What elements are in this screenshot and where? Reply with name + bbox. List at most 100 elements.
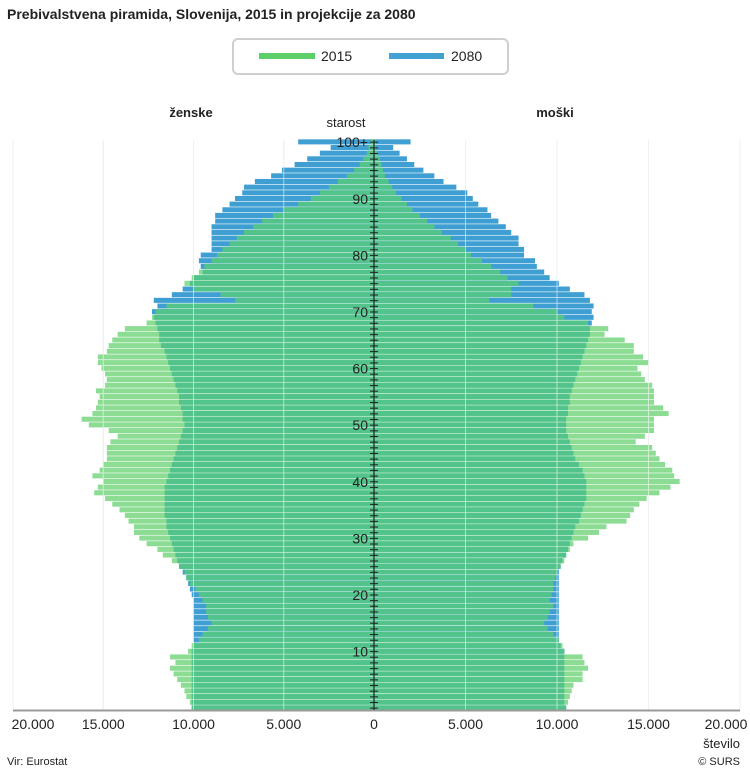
bar-zenske-age-28-overlap [173,546,374,552]
bar-zenske-age-32-overlap [166,524,374,530]
bar-moski-age-75-overlap [374,280,519,286]
bar-moski-age-28-overlap [374,546,568,552]
legend-swatch-2080 [389,53,444,59]
bar-moski-age-100-2080 [374,139,411,145]
bar-zenske-age-4-overlap [191,682,374,688]
bar-zenske-age-93-2080 [254,178,374,185]
y-tick-label: 70 [352,304,368,320]
legend-label-2080: 2080 [451,48,482,64]
bar-zenske-age-92-2080 [244,184,374,190]
bar-zenske-age-9-overlap [191,654,374,660]
bar-zenske-age-87-overlap [272,212,374,218]
y-tick-label: 60 [352,361,368,377]
bar-moski-age-32-overlap [374,524,576,530]
bar-moski-age-72-overlap [374,297,490,303]
y-tick-label: 100+ [336,134,368,150]
bar-zenske-age-82-overlap [229,241,374,247]
bar-zenske-age-68-overlap [155,320,374,326]
bar-moski-age-23-overlap [374,575,556,581]
bar-zenske-age-88-overlap [283,207,374,213]
bar-moski-age-98-2080 [374,150,400,156]
bar-zenske-age-7-overlap [191,665,374,671]
bar-moski-age-19-overlap [374,597,550,603]
bar-moski-age-85-2080 [374,224,506,230]
bar-zenske-age-21-overlap [195,586,374,592]
bar-moski-age-25-overlap [374,563,561,569]
x-tick-label: 5.000 [448,716,483,732]
bar-moski-age-5-overlap [374,677,565,683]
bar-zenske-age-95-2080 [281,167,374,173]
left-side-label: ženske [169,105,212,120]
bar-moski-age-89-overlap [374,201,407,207]
bar-zenske-age-99-2080 [330,145,374,151]
bar-moski-age-93-overlap [374,178,389,185]
bar-zenske-age-81-overlap [222,246,374,252]
bar-zenske-age-22-overlap [189,580,374,586]
y-tick-label: 50 [352,417,368,433]
bar-moski-age-95-2080 [374,167,424,173]
bar-zenske-age-12-overlap [198,637,374,643]
bar-moski-age-56-overlap [374,388,572,394]
bar-moski-age-6-overlap [374,671,565,677]
bar-moski-age-92-2080 [374,184,457,190]
bar-moski-age-84-overlap [374,229,442,235]
y-tick-label: 20 [352,587,368,603]
x-tick-label: 20.000 [12,716,55,732]
bar-zenske-age-96-2080 [294,161,374,168]
bar-moski-age-30-overlap [374,535,572,541]
bar-zenske-age-26-overlap [177,558,374,564]
bar-moski-age-42-overlap [374,467,583,473]
bar-zenske-age-44-overlap [173,456,374,462]
bar-moski-age-80-overlap [374,252,471,258]
bar-moski-age-12-overlap [374,637,559,643]
bar-moski-age-76-overlap [374,275,508,281]
bar-zenske-age-55-overlap [179,394,374,400]
bar-moski-age-67-overlap [374,326,590,332]
bar-zenske-age-80-overlap [216,252,374,258]
bar-zenske-age-57-overlap [175,382,374,388]
chart-title: Prebivalstvena piramida, Slovenija, 2015… [7,6,416,22]
bar-zenske-age-92-overlap [328,184,374,190]
x-tick-label: 15.000 [627,716,670,732]
bar-moski-age-81-overlap [374,246,466,252]
legend-item-2015[interactable]: 2015 [259,48,352,64]
bar-moski-age-65-overlap [374,337,589,343]
bar-moski-age-74-overlap [374,286,512,292]
bar-zenske-age-53-overlap [180,405,374,411]
bar-moski-age-57-overlap [374,382,574,388]
x-tick-label: 5.000 [266,716,301,732]
bar-moski-age-45-overlap [374,450,574,456]
bar-zenske-age-1-overlap [191,699,374,705]
bar-moski-age-96-2080 [374,161,415,168]
bar-zenske-age-64-overlap [161,343,374,349]
bar-zenske-age-5-overlap [191,677,374,683]
bar-zenske-age-77-overlap [202,269,374,275]
legend-item-2080[interactable]: 2080 [389,48,482,64]
bar-zenske-age-83-overlap [236,235,374,241]
bar-moski-age-43-overlap [374,461,579,468]
bar-moski-age-92-overlap [374,184,393,190]
y-tick-label: 30 [352,530,368,546]
bar-zenske-age-91-overlap [319,190,374,196]
bar-zenske-age-93-overlap [337,178,374,185]
bar-zenske-age-10-overlap [191,648,374,654]
right-side-label: moški [536,105,574,120]
bar-zenske-age-60-overlap [170,365,374,371]
bar-zenske-age-31-overlap [168,529,374,535]
x-tick-label: 20.000 [705,716,748,732]
bar-moski-age-35-overlap [374,507,583,513]
bar-zenske-age-20-overlap [198,592,374,598]
bar-moski-age-38-overlap [374,490,587,496]
bar-moski-age-15-overlap [374,620,545,626]
bar-moski-age-63-overlap [374,348,585,354]
bar-moski-age-50-overlap [374,422,567,428]
y-axis-title: starost [326,115,365,130]
bar-moski-age-73-overlap [374,292,512,298]
bar-zenske-age-46-overlap [177,444,374,451]
x-axis-title: število [703,736,740,751]
bar-moski-age-88-2080 [374,207,488,213]
bar-zenske-age-62-overlap [166,354,374,360]
bar-zenske-age-36-overlap [164,501,374,507]
bar-moski-age-89-2080 [374,201,479,207]
gridlines-overlay [12,140,741,710]
